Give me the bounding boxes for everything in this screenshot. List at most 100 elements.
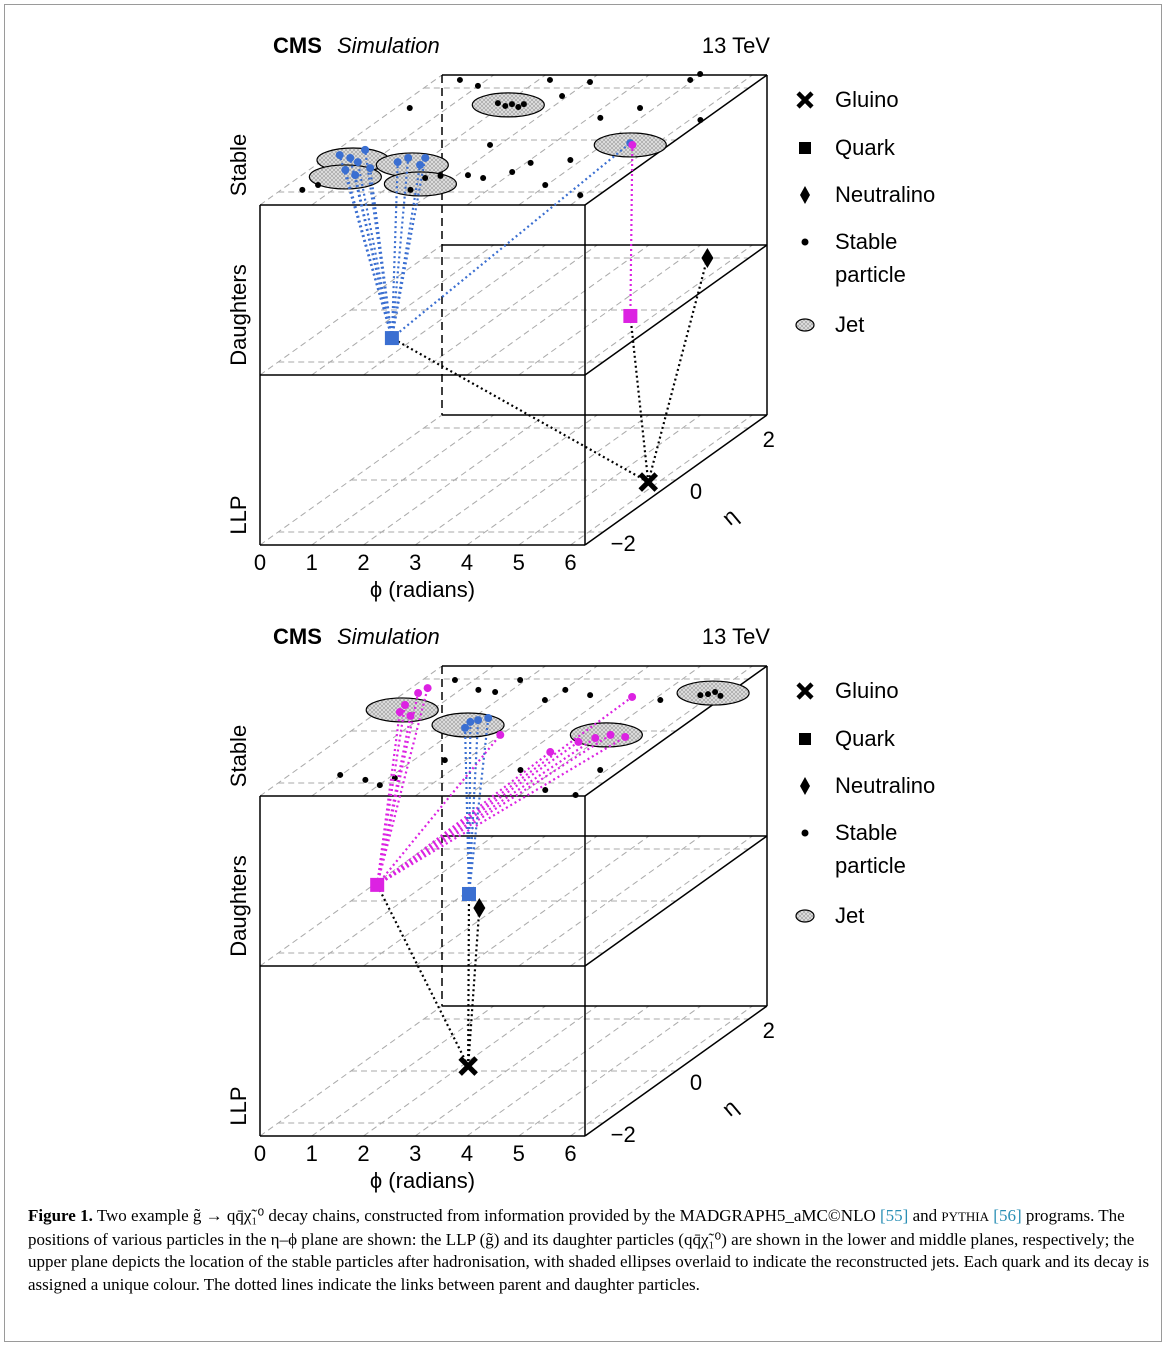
x-tick-label: 3 — [409, 550, 421, 575]
hadronisation-link — [376, 737, 596, 886]
hadronisation-link — [390, 157, 427, 339]
hadronisation-link — [376, 704, 407, 886]
box-edge — [584, 1005, 768, 1137]
gluino — [638, 472, 659, 492]
stable-particle — [546, 76, 553, 83]
x-tick-label: 6 — [564, 550, 576, 575]
stable-particle — [697, 116, 704, 123]
y-axis-label: η — [717, 503, 742, 530]
hadronisation-link — [376, 733, 612, 886]
stable-particle — [657, 697, 664, 704]
stable-particle — [451, 677, 458, 684]
stable-particle — [361, 145, 370, 154]
stable-particle — [456, 76, 463, 83]
legend-label: Gluino — [835, 87, 899, 112]
hadronisation-link — [390, 162, 399, 339]
quark — [370, 877, 385, 892]
caption-text: Two example g̃ → qq̄χ̃₁⁰ decay chains, c… — [96, 1206, 880, 1225]
plane-label: Stable — [226, 134, 251, 196]
stable-particle — [562, 686, 569, 693]
stable-particle — [542, 787, 549, 794]
y-axis-label: η — [717, 1094, 742, 1121]
y-tick-label: −2 — [611, 531, 636, 556]
hadronisation-link — [467, 717, 490, 895]
simulation-label: Simulation — [337, 624, 440, 649]
stable-particle — [687, 76, 694, 83]
neutralino — [701, 248, 714, 268]
y-tick-label: 2 — [763, 1018, 775, 1043]
x-tick-label: 6 — [564, 1141, 576, 1166]
stable-particle — [515, 103, 522, 110]
x-axis-label: ϕ (radians) — [370, 1168, 475, 1193]
stable-particle — [461, 723, 470, 732]
stable-particle — [496, 730, 505, 739]
grid-line — [466, 835, 650, 967]
stable-particle — [315, 181, 322, 188]
stable-particle — [407, 186, 414, 193]
y-tick-label: 0 — [690, 1070, 702, 1095]
stable-particle — [487, 141, 494, 148]
legend-marker — [801, 829, 809, 837]
energy-label: 13 TeV — [702, 33, 770, 58]
hadronisation-link — [354, 174, 393, 339]
hadronisation-link — [376, 751, 551, 886]
neutralino — [473, 898, 486, 919]
grid-line — [466, 244, 650, 376]
legend-marker — [799, 142, 811, 154]
legend-marker — [800, 186, 810, 204]
stable-particle — [697, 692, 704, 699]
hadronisation-link — [390, 164, 422, 339]
plane-label: LLP — [226, 495, 251, 534]
stable-particle — [437, 172, 444, 179]
hadronisation-link — [467, 721, 472, 894]
reference[interactable]: [56] — [993, 1206, 1022, 1225]
stable-particle — [474, 82, 481, 89]
stable-particle — [717, 692, 724, 699]
x-tick-label: 4 — [461, 550, 473, 575]
x-tick-label: 0 — [254, 1141, 266, 1166]
legend-marker — [799, 733, 811, 745]
legend-marker — [796, 682, 814, 700]
grid-line — [518, 414, 702, 546]
box-edge — [584, 835, 768, 967]
y-tick-label: 2 — [763, 427, 775, 452]
stable-particle — [341, 165, 350, 174]
caption-label: Figure 1. — [28, 1206, 93, 1225]
box-edge — [584, 244, 768, 376]
stable-particle — [299, 186, 306, 193]
gluino — [458, 1056, 478, 1076]
stable-particle — [697, 70, 704, 77]
decay-link — [467, 893, 471, 1067]
x-axis-label: ϕ (radians) — [370, 577, 475, 602]
stable-particle — [393, 158, 402, 167]
stable-particle — [508, 101, 515, 108]
hadronisation-link — [369, 167, 393, 339]
x-tick-label: 1 — [306, 1141, 318, 1166]
stable-particle — [494, 100, 501, 107]
box-edge — [584, 74, 768, 206]
stable-particle — [597, 767, 604, 773]
stable-particle — [406, 711, 415, 720]
decay-link — [391, 337, 649, 484]
legend-marker — [800, 777, 810, 795]
stable-particle — [587, 692, 594, 699]
x-tick-label: 2 — [357, 1141, 369, 1166]
grid-line — [518, 835, 702, 967]
x-tick-label: 5 — [513, 1141, 525, 1166]
reference[interactable]: [55] — [879, 1206, 909, 1225]
stable-particle — [574, 737, 583, 746]
stable-particle — [414, 689, 423, 698]
stable-particle — [567, 157, 574, 164]
stable-particle — [527, 159, 534, 166]
y-tick-label: −2 — [611, 1122, 636, 1147]
legend-marker — [796, 91, 814, 109]
stable-particle — [705, 691, 712, 698]
quark — [623, 308, 638, 323]
x-tick-label: 4 — [461, 1141, 473, 1166]
grid-line — [466, 74, 650, 206]
stable-particle — [337, 771, 344, 778]
stable-particle — [637, 105, 644, 112]
stable-particle — [474, 716, 483, 725]
x-tick-label: 3 — [409, 1141, 421, 1166]
